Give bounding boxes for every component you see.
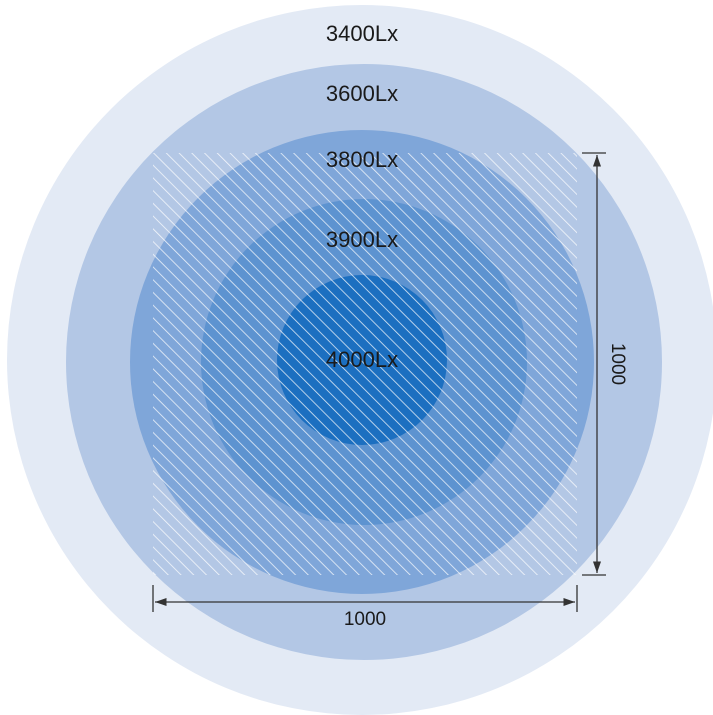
height-dimension-label: 1000: [607, 343, 628, 385]
zone-4000-label: 4000Lx: [326, 347, 398, 372]
height-dimension: 1000: [582, 152, 628, 576]
zone-3800-label: 3800Lx: [326, 147, 398, 172]
width-dimension: 1000: [152, 585, 578, 630]
width-dimension-label: 1000: [344, 609, 386, 630]
zone-3900-label: 3900Lx: [326, 227, 398, 252]
zone-3400-label: 3400Lx: [326, 21, 398, 46]
hatched-measurement-area: [153, 153, 577, 575]
zone-3600-label: 3600Lx: [326, 81, 398, 106]
